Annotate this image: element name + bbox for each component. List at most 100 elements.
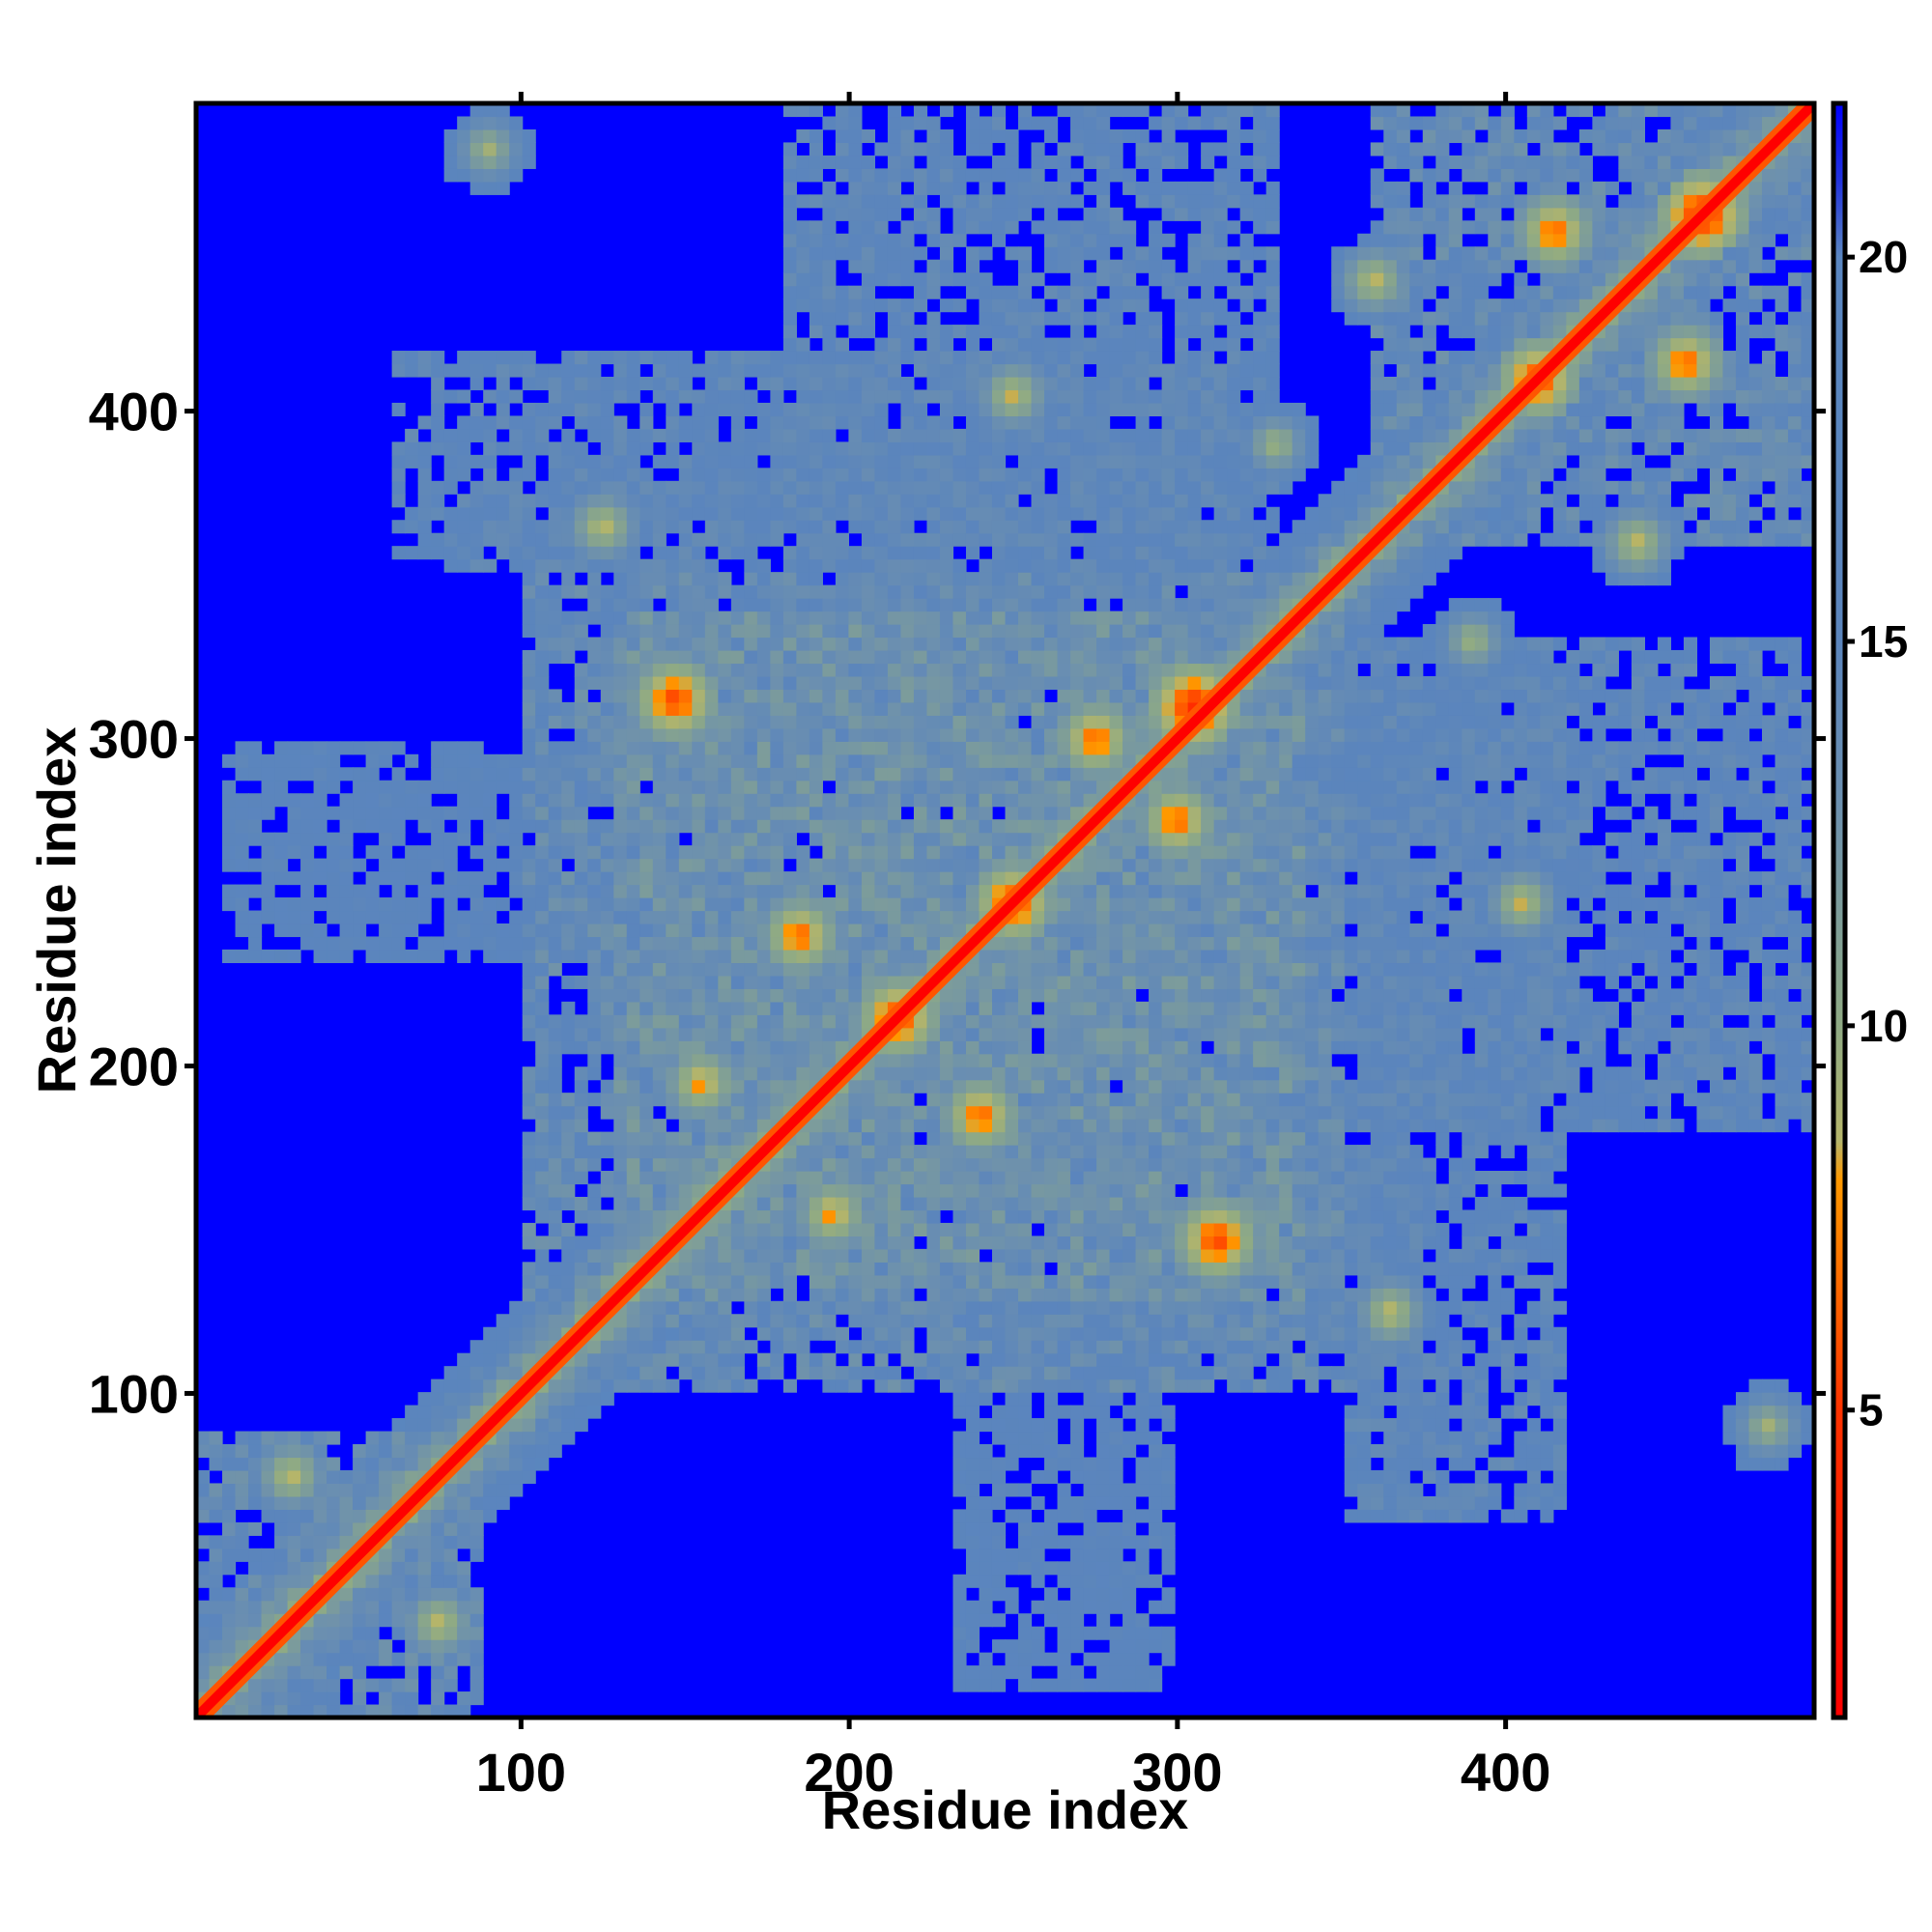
- heatmap-cell: [861, 415, 876, 430]
- heatmap-cell: [535, 884, 550, 898]
- heatmap-cell: [1070, 701, 1085, 716]
- heatmap-cell: [900, 311, 915, 326]
- heatmap-cell: [587, 871, 602, 886]
- heatmap-cell: [496, 1366, 510, 1380]
- heatmap-cell: [561, 441, 576, 456]
- heatmap-cell: [666, 715, 680, 729]
- heatmap-cell: [1096, 1613, 1111, 1628]
- heatmap-cell: [952, 1171, 967, 1185]
- heatmap-cell: [861, 701, 876, 716]
- heatmap-cell: [979, 871, 993, 886]
- heatmap-cell: [353, 806, 367, 820]
- heatmap-cell: [926, 1340, 941, 1354]
- heatmap-cell: [887, 1378, 902, 1393]
- heatmap-cell: [1083, 337, 1097, 352]
- heatmap-cell: [913, 558, 928, 573]
- heatmap-cell: [979, 1652, 993, 1666]
- heatmap-cell: [639, 402, 654, 417]
- heatmap-cell: [626, 480, 640, 495]
- heatmap-cell: [965, 1444, 980, 1459]
- heatmap-cell: [574, 584, 588, 599]
- heatmap-cell: [587, 1352, 602, 1367]
- heatmap-cell: [535, 910, 550, 924]
- heatmap-cell: [1031, 1521, 1045, 1536]
- heatmap-cell: [1083, 128, 1097, 144]
- heatmap-cell: [965, 1001, 980, 1015]
- heatmap-cell: [979, 142, 993, 156]
- heatmap-cell: [1018, 558, 1033, 573]
- heatmap-cell: [613, 624, 628, 639]
- heatmap-cell: [874, 402, 889, 417]
- heatmap-cell: [887, 468, 902, 482]
- heatmap-cell: [939, 727, 954, 742]
- heatmap-cell: [300, 1665, 315, 1680]
- heatmap-cell: [939, 649, 954, 665]
- heatmap-cell: [652, 494, 667, 508]
- heatmap-cell: [561, 780, 576, 794]
- heatmap-cell: [1044, 1222, 1059, 1236]
- heatmap-cell: [678, 988, 693, 1003]
- heatmap-cell: [652, 363, 667, 378]
- heatmap-cell: [483, 1326, 497, 1341]
- heatmap-cell: [887, 1248, 902, 1263]
- heatmap-cell: [391, 1704, 406, 1718]
- heatmap-cell: [600, 1366, 614, 1380]
- heatmap-cell: [339, 1495, 354, 1510]
- heatmap-cell: [952, 1652, 967, 1666]
- heatmap-cell: [926, 1366, 941, 1380]
- heatmap-cell: [535, 689, 550, 703]
- heatmap-cell: [626, 1014, 640, 1029]
- heatmap-cell: [391, 910, 406, 924]
- heatmap-cell: [965, 1431, 980, 1445]
- heatmap-cell: [509, 923, 524, 938]
- heatmap-cell: [730, 845, 745, 860]
- heatmap-cell: [704, 715, 719, 729]
- heatmap-cell: [613, 727, 628, 742]
- heatmap-cell: [548, 689, 562, 703]
- heatmap-cell: [522, 454, 536, 469]
- heatmap-cell: [496, 780, 510, 794]
- heatmap-cell: [405, 949, 419, 964]
- heatmap-cell: [496, 351, 510, 365]
- heatmap-cell: [744, 1300, 758, 1315]
- heatmap-cell: [639, 441, 654, 456]
- heatmap-cell: [666, 819, 680, 834]
- heatmap-cell: [496, 1340, 510, 1354]
- heatmap-cell: [1096, 701, 1111, 716]
- heatmap-cell: [379, 1574, 393, 1588]
- heatmap-cell: [1070, 558, 1085, 573]
- heatmap-cell: [1044, 311, 1059, 326]
- heatmap-cell: [782, 1157, 797, 1172]
- heatmap-cell: [457, 767, 471, 781]
- heatmap-cell: [587, 1040, 602, 1055]
- heatmap-cell: [692, 689, 706, 703]
- heatmap-cell: [861, 727, 876, 742]
- heatmap-cell: [887, 520, 902, 534]
- heatmap-cell: [1044, 1678, 1059, 1692]
- heatmap-cell: [1083, 1131, 1097, 1146]
- heatmap-cell: [1096, 675, 1111, 691]
- heatmap-cell: [939, 363, 954, 378]
- heatmap-cell: [991, 1079, 1007, 1094]
- heatmap-cell: [666, 832, 680, 846]
- heatmap-cell: [848, 351, 863, 365]
- heatmap-cell: [744, 1131, 758, 1146]
- heatmap-cell: [979, 181, 993, 195]
- heatmap-cell: [574, 1378, 588, 1393]
- heatmap-cell: [652, 1378, 667, 1393]
- heatmap-cell: [1083, 871, 1097, 886]
- heatmap-cell: [900, 325, 915, 339]
- heatmap-cell: [744, 923, 758, 938]
- heatmap-cell: [782, 741, 797, 755]
- heatmap-cell: [1031, 936, 1045, 951]
- heatmap-cell: [704, 871, 719, 886]
- heatmap-cell: [704, 832, 719, 846]
- heatmap-cell: [835, 415, 850, 430]
- heatmap-cell: [666, 1145, 680, 1159]
- heatmap-cell: [1096, 1274, 1111, 1289]
- heatmap-cell: [1057, 454, 1071, 469]
- heatmap-cell: [1070, 1405, 1085, 1419]
- heatmap-cell: [1096, 1340, 1111, 1354]
- heatmap-cell: [535, 1014, 550, 1029]
- heatmap-cell: [1005, 246, 1019, 261]
